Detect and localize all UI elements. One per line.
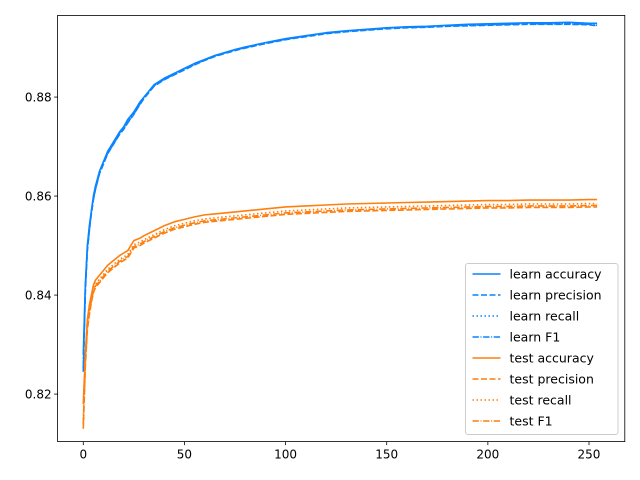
legend-label: test recall — [510, 393, 572, 408]
y-tick-label: 0.88 — [25, 90, 52, 104]
x-tick-label: 50 — [177, 448, 192, 462]
axes-layer: 0 50 100 150 200 250 0.82 0.84 0.86 0.88 — [25, 14, 626, 462]
x-tick-label: 250 — [578, 448, 601, 462]
legend-label: learn precision — [510, 288, 602, 303]
axes-frame — [57, 14, 626, 443]
series-line-test-accuracy — [82, 198, 598, 405]
series-line-test-f1 — [82, 204, 598, 424]
y-tick-label: 0.82 — [25, 387, 52, 401]
legend-label: learn recall — [510, 309, 580, 324]
legend-label: test F1 — [510, 414, 553, 429]
series-line-learn-precision — [82, 23, 598, 372]
legend-label: test precision — [510, 372, 594, 387]
series-line-test-recall — [82, 202, 598, 419]
legend-label: test accuracy — [510, 351, 595, 366]
legend-label: learn accuracy — [510, 267, 603, 282]
legend-label: learn F1 — [510, 330, 561, 345]
series-line-learn-f1 — [82, 23, 598, 370]
x-tick-label: 100 — [274, 448, 297, 462]
y-tick-label: 0.86 — [25, 189, 52, 203]
legend: learn accuracy learn precision learn recal… — [465, 263, 619, 435]
x-tick-label: 200 — [476, 448, 499, 462]
x-tick-label: 0 — [79, 448, 87, 462]
legend-box — [465, 263, 619, 435]
x-tick-label: 150 — [375, 448, 398, 462]
series-line-test-precision — [82, 206, 598, 429]
series-layer — [82, 21, 598, 429]
y-tick-label: 0.84 — [25, 288, 52, 302]
